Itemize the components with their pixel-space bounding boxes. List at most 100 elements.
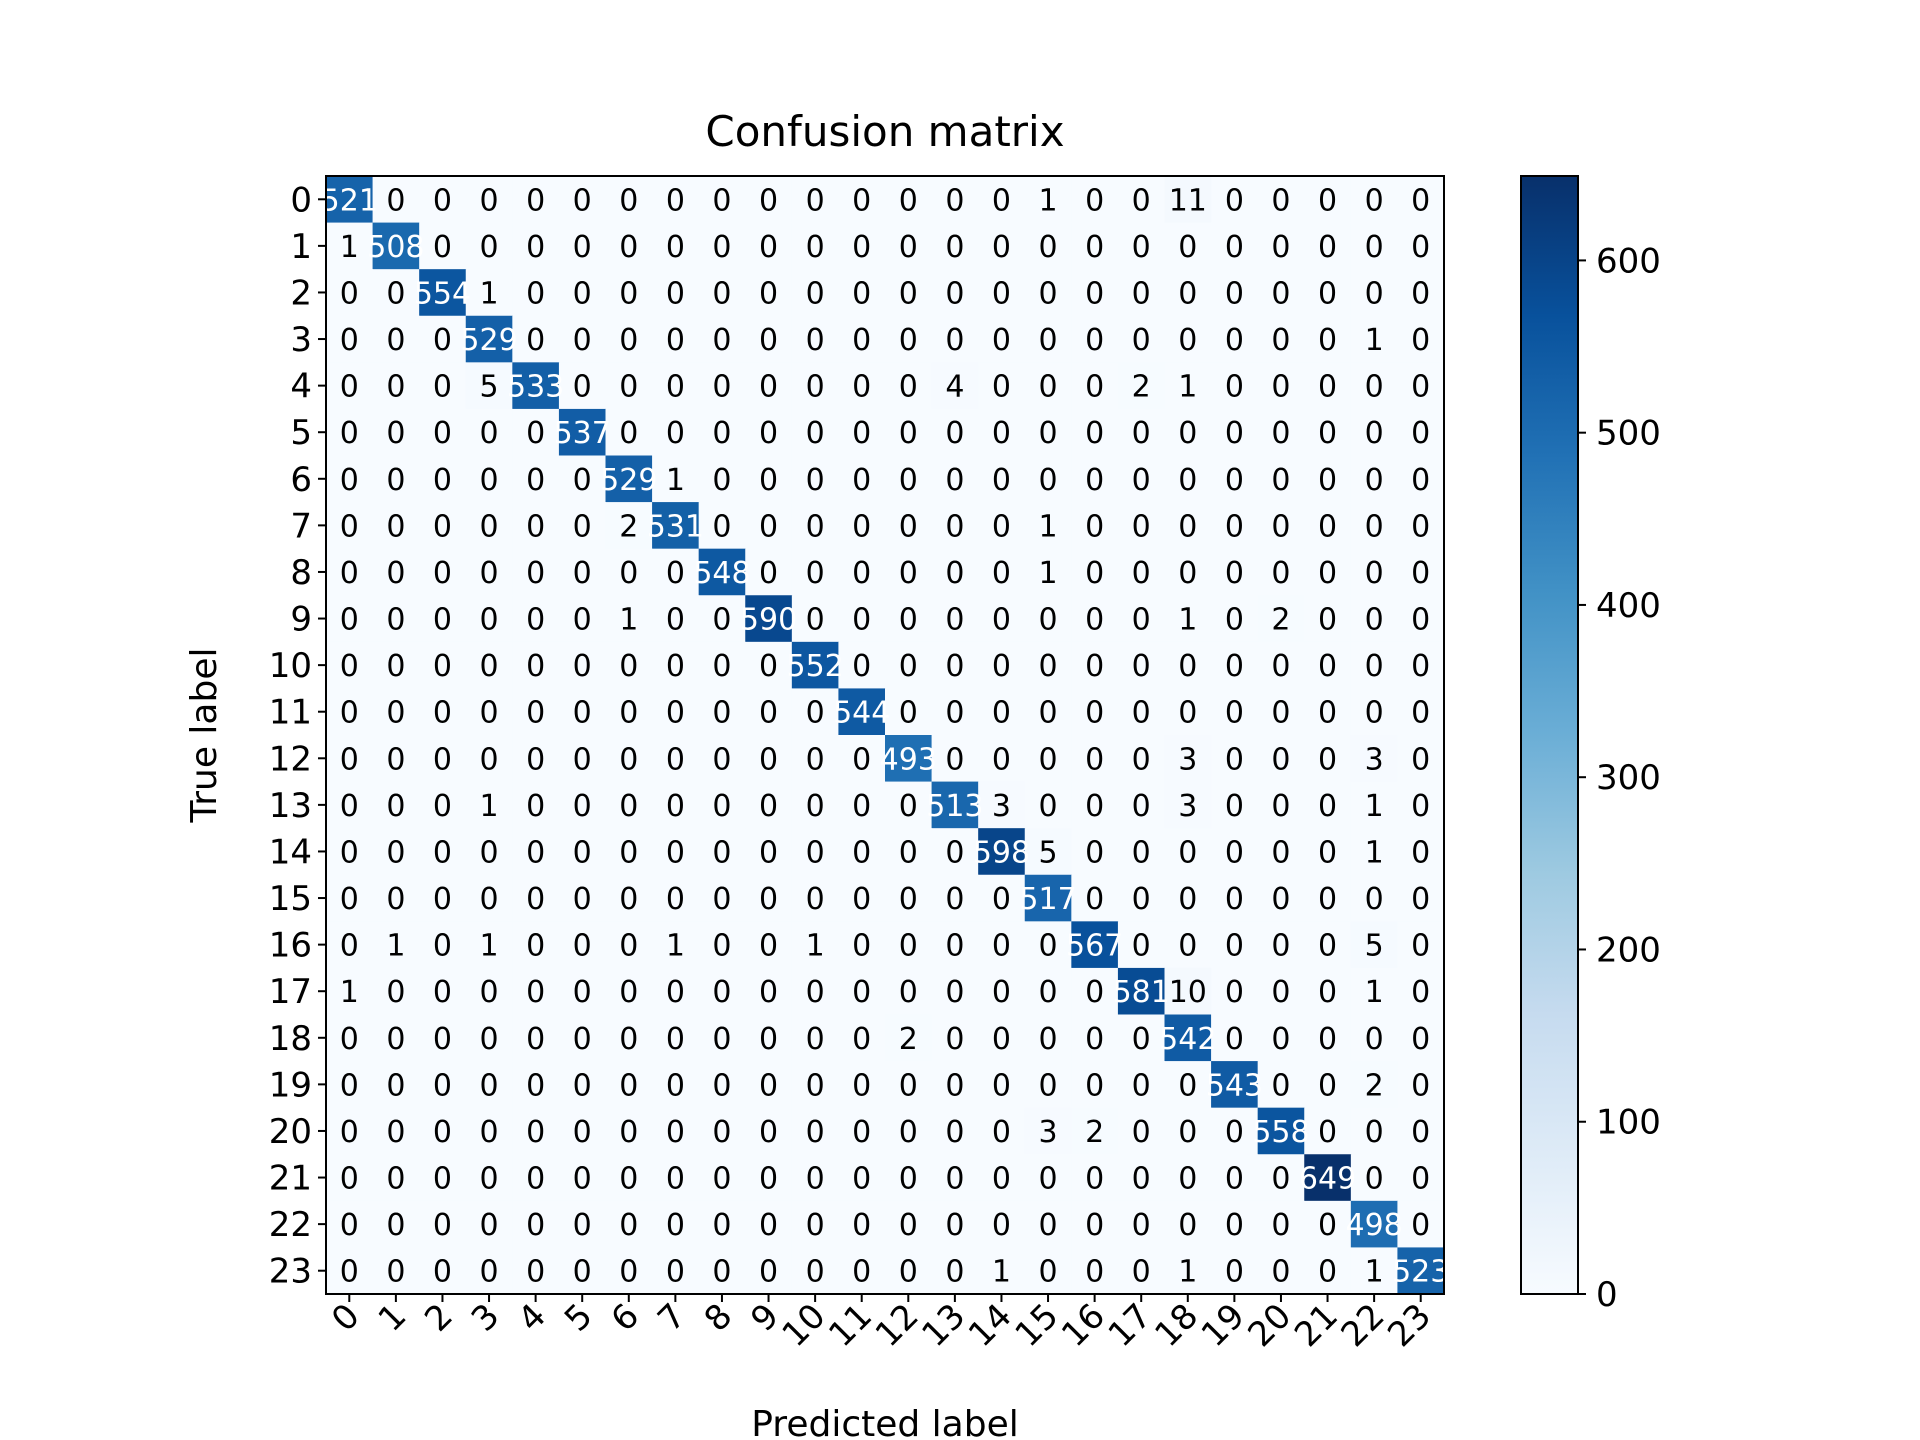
matrix-cell-value: 0 [526,1022,545,1057]
matrix-cell [978,1014,1026,1062]
matrix-cell-value: 0 [992,649,1011,684]
matrix-cell-value: 1 [1178,603,1197,638]
matrix-cell [1071,315,1119,363]
matrix-cell-value: 0 [852,323,871,358]
matrix-cell [419,1200,467,1248]
matrix-cell-value: 0 [1271,929,1290,964]
matrix-cell [372,362,420,410]
matrix-cell [1397,1200,1445,1248]
matrix-cell-value: 5 [479,370,498,405]
matrix-cell-value: 0 [1271,509,1290,544]
matrix-cell [326,641,374,689]
matrix-cell-value: 3 [1038,1115,1057,1150]
matrix-cell-value: 0 [666,1162,685,1197]
matrix-cell-value: 0 [992,1068,1011,1103]
matrix-cell-value: 0 [945,742,964,777]
matrix-cell [1397,1107,1445,1155]
matrix-cell-value: 0 [479,183,498,218]
matrix-cell-value: 0 [759,1115,778,1150]
matrix-cell-value: 0 [479,882,498,917]
matrix-cell [838,688,886,736]
matrix-cell-value: 0 [1411,1022,1430,1057]
matrix-cell-value: 0 [1178,929,1197,964]
matrix-cell-value: 0 [1038,276,1057,311]
matrix-cell-value: 0 [1318,230,1337,265]
matrix-cell-value: 0 [526,975,545,1010]
matrix-cell [885,874,933,922]
matrix-cell [419,967,467,1015]
matrix-cell-value: 0 [386,416,405,451]
matrix-cell-value: 0 [1411,975,1430,1010]
matrix-cell-value: 0 [806,742,825,777]
matrix-cell-value: 0 [573,835,592,870]
matrix-cell-value: 0 [899,696,918,731]
matrix-cell [1257,1061,1305,1109]
matrix-cell [931,176,979,224]
matrix-cell [1024,502,1072,550]
matrix-cell-value: 0 [433,649,452,684]
matrix-cell-value: 0 [479,1022,498,1057]
matrix-cell-value: 0 [1225,882,1244,917]
matrix-cell [1257,1200,1305,1248]
matrix-cell [745,735,793,783]
matrix-cell-value: 0 [712,230,731,265]
matrix-cell [1304,269,1352,317]
matrix-cell-value: 0 [1038,416,1057,451]
matrix-cell-value: 0 [945,649,964,684]
matrix-cell [372,455,420,503]
matrix-cell-value: 0 [1271,882,1290,917]
matrix-cell-value: 0 [386,509,405,544]
matrix-cell [1117,921,1165,969]
matrix-cell-value: 0 [759,1022,778,1057]
matrix-cell [978,874,1026,922]
matrix-cell [745,269,793,317]
matrix-cell [978,269,1026,317]
matrix-cell [652,967,700,1015]
matrix-cell [978,176,1026,224]
matrix-cell-value: 0 [386,835,405,870]
matrix-cell-value: 0 [945,509,964,544]
y-tick-label: 7 [290,506,312,546]
matrix-cell [1164,222,1212,270]
matrix-cell [605,1247,653,1295]
matrix-cell [652,1014,700,1062]
matrix-cell [885,408,933,456]
matrix-cell [558,269,606,317]
matrix-cell [605,269,653,317]
matrix-cell [1071,735,1119,783]
matrix-cell [465,735,513,783]
matrix-cell [978,688,1026,736]
matrix-cell-value: 0 [759,929,778,964]
matrix-cell-value: 0 [619,276,638,311]
matrix-cell-value: 2 [1132,370,1151,405]
matrix-cell [652,455,700,503]
matrix-cell-value: 0 [852,416,871,451]
matrix-cell [1397,828,1445,876]
matrix-cell [558,874,606,922]
matrix-cell [1304,222,1352,270]
matrix-cell-value: 1 [1178,370,1197,405]
matrix-cell-value: 0 [573,882,592,917]
matrix-cell [698,1200,746,1248]
matrix-cell-value: 0 [759,649,778,684]
matrix-cell-value: 0 [712,276,731,311]
matrix-cell-value: 0 [1132,276,1151,311]
matrix-cell [1257,688,1305,736]
matrix-cell [791,176,839,224]
matrix-cell-value: 0 [1271,370,1290,405]
matrix-cell [838,315,886,363]
matrix-cell-value: 0 [433,1255,452,1290]
matrix-cell [838,967,886,1015]
matrix-cell-value: 10 [1169,975,1207,1010]
matrix-cell [791,781,839,829]
matrix-cell [1304,828,1352,876]
matrix-cell-value: 0 [1271,1068,1290,1103]
matrix-cell-value: 0 [573,1115,592,1150]
matrix-cell-value: 0 [340,323,359,358]
matrix-cell-value: 0 [1038,975,1057,1010]
matrix-cell-value: 0 [526,556,545,591]
matrix-cell-value: 0 [1318,696,1337,731]
matrix-cell-value: 0 [1225,742,1244,777]
matrix-cell-value: 0 [992,603,1011,638]
x-tick-label: 4 [510,1296,554,1340]
